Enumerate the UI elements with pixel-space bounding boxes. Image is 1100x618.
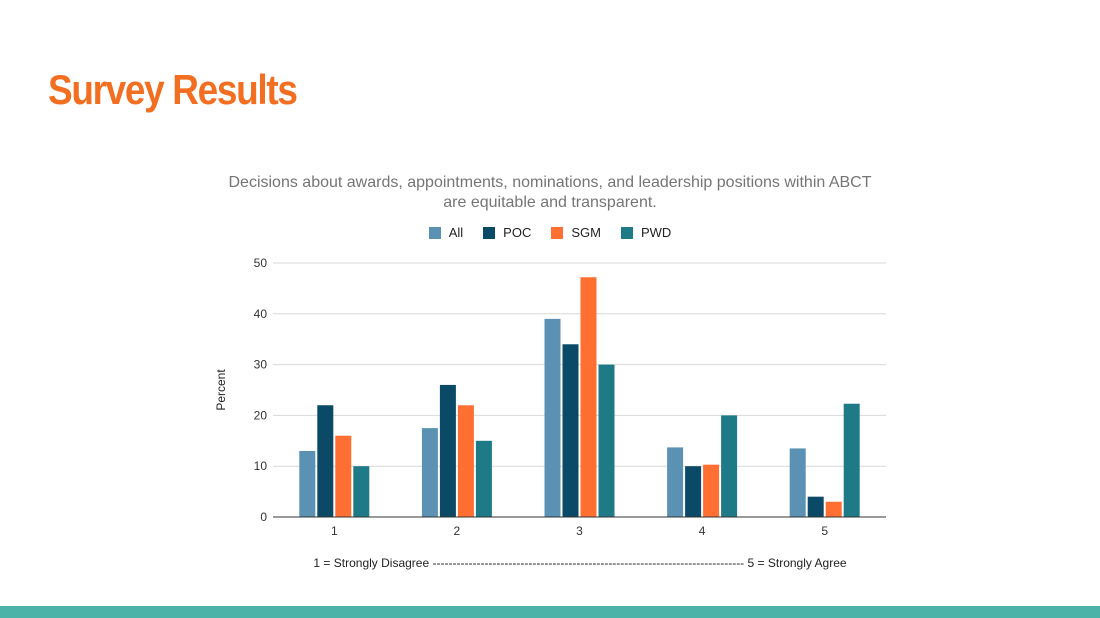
slide-title: Survey Results [48, 66, 298, 113]
bar-poc-4 [685, 466, 702, 517]
bar-pwd-3 [598, 364, 615, 517]
legend-swatch-pwd [620, 226, 633, 239]
chart-title: Decisions about awards, appointments, no… [200, 173, 900, 213]
chart-title-line-1: Decisions about awards, appointments, no… [228, 174, 872, 191]
bar-all-1 [299, 450, 316, 517]
y-tick-label: 50 [254, 256, 268, 270]
legend-item-poc: POC [483, 225, 531, 240]
bar-pwd-2 [475, 440, 492, 517]
y-tick-label: 10 [254, 459, 268, 473]
chart-legend: All POC SGM PWD [0, 225, 1100, 240]
bar-all-4 [667, 447, 684, 517]
bar-poc-3 [562, 344, 579, 517]
x-tick-label: 1 [331, 524, 338, 538]
bar-poc-2 [439, 384, 456, 517]
chart-title-line-2: are equitable and transparent. [443, 194, 657, 211]
bar-sgm-4 [703, 464, 720, 517]
bar-sgm-5 [825, 501, 842, 517]
scale-annotation: 1 = Strongly Disagree ------------------… [313, 556, 847, 570]
legend-item-sgm: SGM [551, 225, 601, 240]
bar-all-2 [421, 428, 438, 517]
legend-swatch-all [428, 226, 441, 239]
x-tick-label: 3 [576, 524, 583, 538]
bar-pwd-4 [721, 415, 738, 517]
bar-pwd-5 [843, 403, 860, 517]
bar-sgm-1 [335, 435, 352, 517]
legend-swatch-sgm [551, 226, 564, 239]
y-tick-label: 0 [260, 510, 267, 524]
bar-all-5 [789, 448, 806, 517]
legend-swatch-poc [483, 226, 496, 239]
bar-pwd-1 [353, 466, 370, 517]
legend-item-pwd: PWD [620, 225, 672, 240]
x-tick-label: 4 [699, 524, 706, 538]
legend-label-pwd: PWD [640, 225, 672, 240]
bar-sgm-2 [457, 405, 474, 517]
legend-label-poc: POC [503, 225, 532, 240]
legend-label-all: All [448, 225, 464, 240]
y-axis-label: Percent [214, 369, 228, 411]
y-tick-label: 30 [254, 358, 268, 372]
bar-poc-1 [317, 405, 334, 517]
legend-item-all: All [428, 225, 464, 240]
legend-label-sgm: SGM [571, 225, 601, 240]
y-tick-label: 40 [254, 307, 268, 321]
bar-all-3 [544, 318, 561, 517]
x-tick-label: 2 [454, 524, 461, 538]
bar-sgm-3 [580, 277, 597, 517]
y-tick-label: 20 [254, 408, 268, 422]
bar-poc-5 [807, 496, 824, 517]
x-tick-label: 5 [821, 524, 828, 538]
footer-bar [0, 606, 1100, 618]
